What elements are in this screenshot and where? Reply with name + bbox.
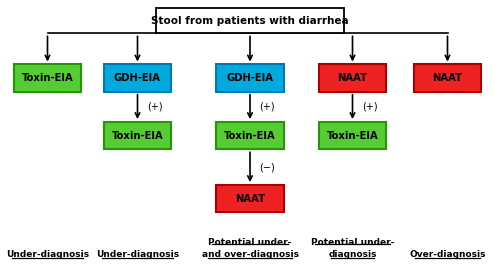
Text: Potential under-
and over-diagnosis: Potential under- and over-diagnosis: [202, 238, 298, 259]
Text: Under-diagnosis: Under-diagnosis: [96, 250, 179, 259]
Text: Toxin-EIA: Toxin-EIA: [112, 131, 164, 141]
FancyBboxPatch shape: [14, 64, 81, 92]
Text: (+): (+): [362, 102, 378, 112]
Text: NAAT: NAAT: [235, 194, 265, 204]
FancyBboxPatch shape: [156, 8, 344, 33]
Text: Under-diagnosis: Under-diagnosis: [6, 250, 89, 259]
Text: (+): (+): [147, 102, 162, 112]
Text: Potential under-
diagnosis: Potential under- diagnosis: [311, 238, 394, 259]
Text: (−): (−): [260, 162, 275, 172]
FancyBboxPatch shape: [319, 122, 386, 149]
FancyBboxPatch shape: [216, 122, 284, 149]
Text: Toxin-EIA: Toxin-EIA: [22, 73, 74, 83]
Text: (+): (+): [260, 102, 275, 112]
FancyBboxPatch shape: [216, 185, 284, 212]
FancyBboxPatch shape: [104, 122, 171, 149]
Text: NAAT: NAAT: [432, 73, 462, 83]
Text: GDH-EIA: GDH-EIA: [114, 73, 161, 83]
FancyBboxPatch shape: [319, 64, 386, 92]
FancyBboxPatch shape: [216, 64, 284, 92]
Text: Toxin-EIA: Toxin-EIA: [326, 131, 378, 141]
Text: NAAT: NAAT: [338, 73, 368, 83]
Text: GDH-EIA: GDH-EIA: [226, 73, 274, 83]
Text: Over-diagnosis: Over-diagnosis: [409, 250, 486, 259]
Text: Toxin-EIA: Toxin-EIA: [224, 131, 276, 141]
FancyBboxPatch shape: [414, 64, 481, 92]
Text: Stool from patients with diarrhea: Stool from patients with diarrhea: [151, 16, 349, 25]
FancyBboxPatch shape: [104, 64, 171, 92]
